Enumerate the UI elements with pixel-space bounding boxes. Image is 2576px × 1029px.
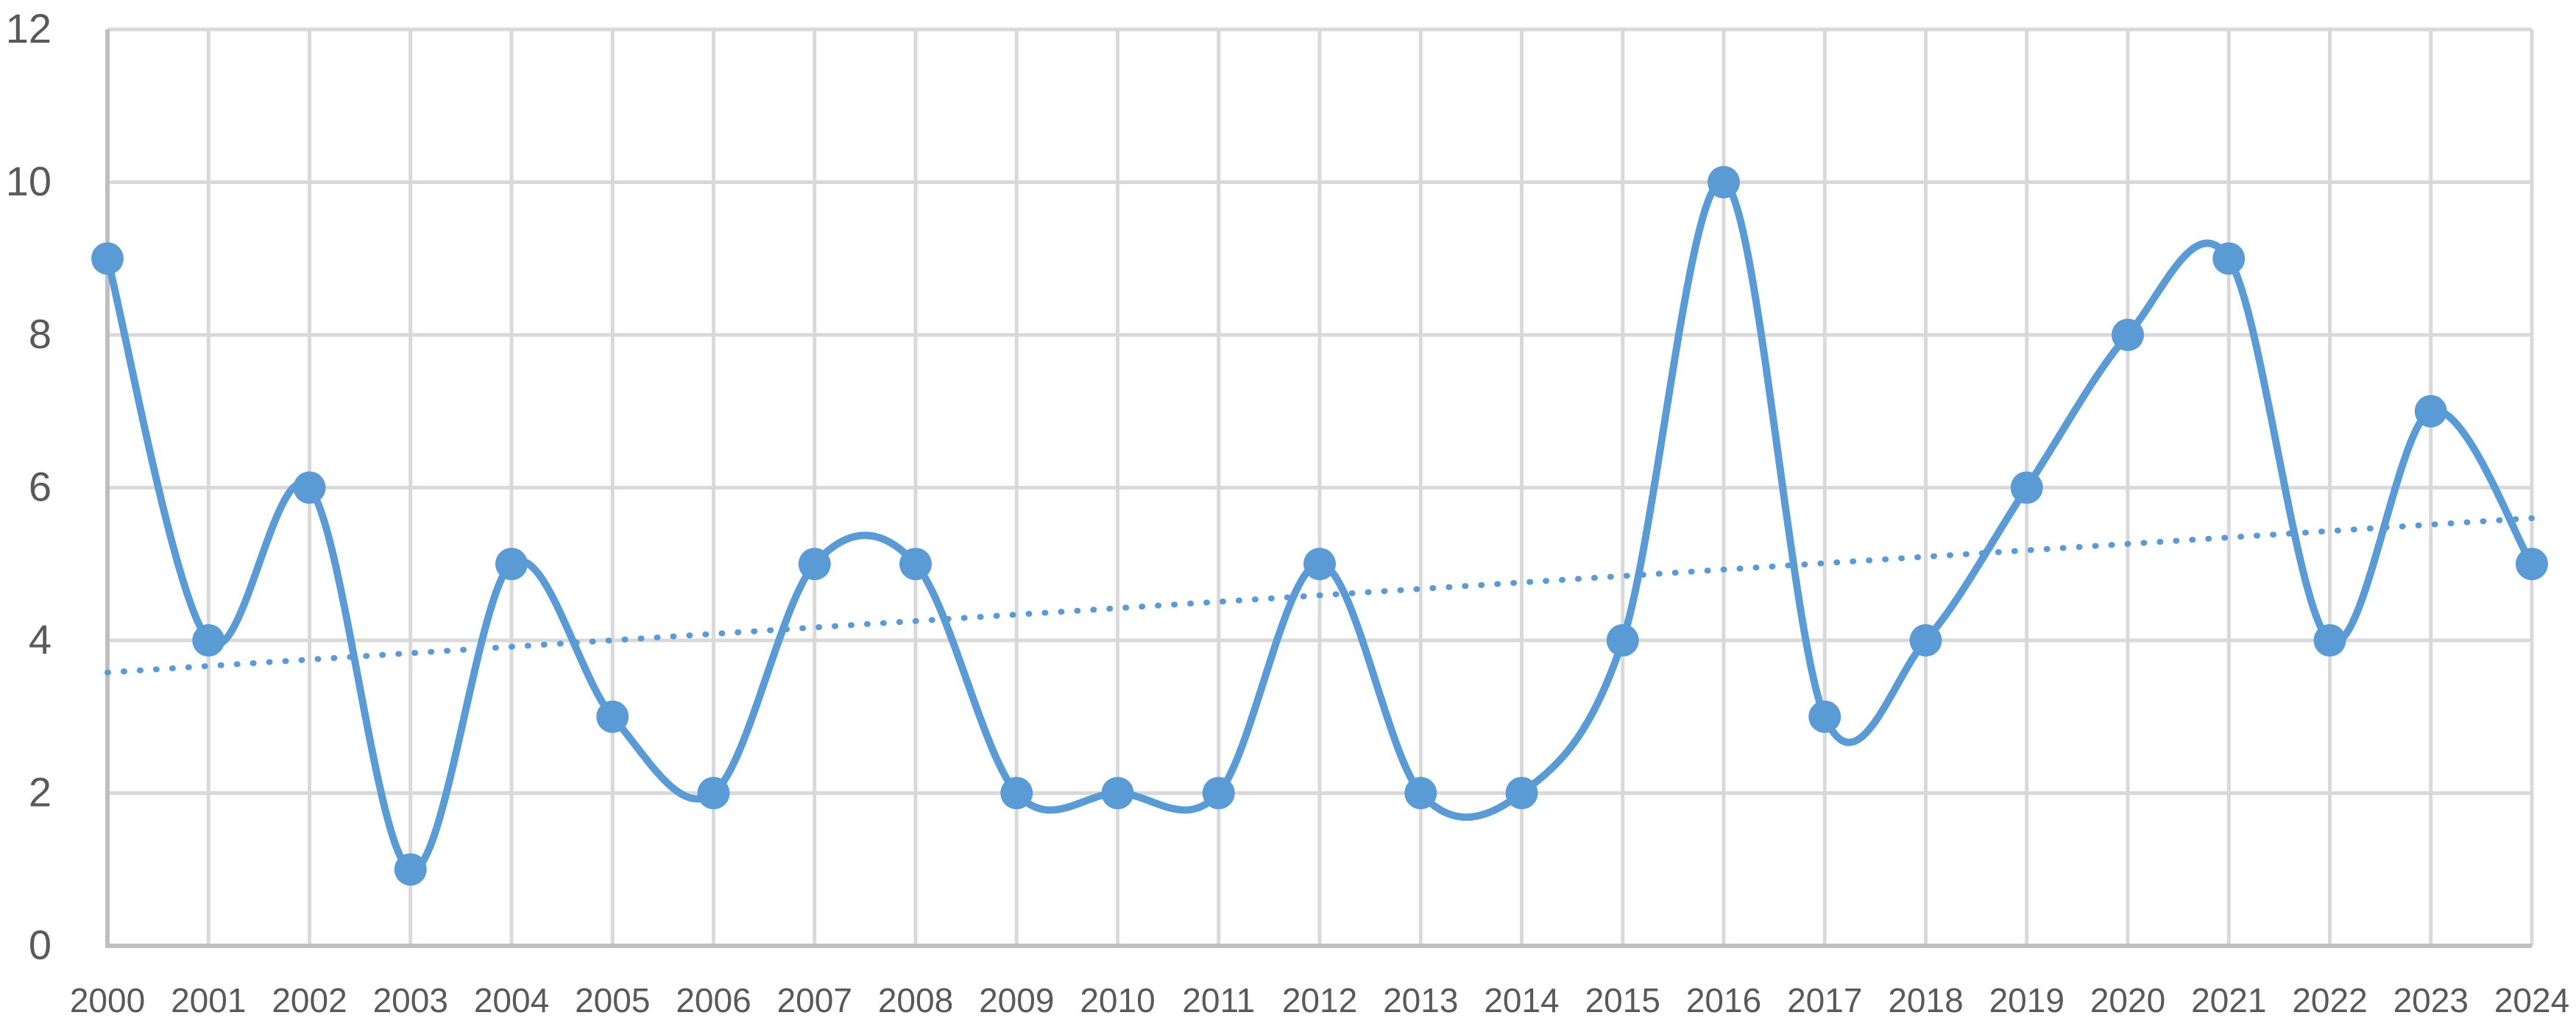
trendline bbox=[105, 515, 2535, 676]
y-tick-label: 12 bbox=[6, 5, 52, 52]
data-point-marker bbox=[1708, 166, 1740, 199]
data-point-marker bbox=[2010, 471, 2043, 504]
x-tick-label: 2007 bbox=[777, 981, 852, 1019]
x-tick-label: 2014 bbox=[1484, 981, 1559, 1019]
data-point-marker bbox=[2414, 395, 2447, 428]
x-tick-label: 2017 bbox=[1787, 981, 1862, 1019]
x-tick-label: 2008 bbox=[878, 981, 953, 1019]
data-point-marker bbox=[1404, 777, 1437, 810]
y-tick-label: 0 bbox=[29, 922, 52, 968]
data-point-marker bbox=[1101, 777, 1134, 810]
series-line bbox=[104, 178, 2536, 874]
x-tick-label: 2010 bbox=[1080, 981, 1155, 1019]
data-point-marker bbox=[2212, 242, 2246, 275]
x-tick-label: 2015 bbox=[1585, 981, 1660, 1019]
data-point-marker bbox=[2112, 319, 2144, 351]
data-point-marker bbox=[1808, 700, 1841, 733]
x-tick-label: 2019 bbox=[1989, 981, 2064, 1019]
x-tick-label: 2018 bbox=[1888, 981, 1963, 1019]
data-markers bbox=[91, 166, 2548, 886]
x-tick-label: 2000 bbox=[70, 981, 145, 1019]
x-tick-label: 2011 bbox=[1182, 981, 1255, 1019]
x-tick-label: 2021 bbox=[2191, 981, 2266, 1019]
data-point-marker bbox=[1000, 777, 1033, 810]
x-tick-label: 2009 bbox=[979, 981, 1054, 1019]
x-tick-label: 2001 bbox=[171, 981, 246, 1019]
y-tick-label: 6 bbox=[29, 464, 52, 510]
data-point-marker bbox=[1202, 777, 1235, 810]
data-point-marker bbox=[293, 471, 326, 504]
x-tick-label: 2012 bbox=[1282, 981, 1357, 1019]
data-point-marker bbox=[192, 624, 225, 657]
x-tick-label: 2024 bbox=[2494, 981, 2569, 1019]
x-tick-label: 2020 bbox=[2090, 981, 2165, 1019]
data-point-marker bbox=[1606, 624, 1639, 657]
data-point-marker bbox=[495, 548, 528, 581]
y-tick-label: 4 bbox=[29, 616, 52, 662]
x-tick-label: 2004 bbox=[474, 981, 549, 1019]
data-point-marker bbox=[697, 777, 730, 810]
data-point-marker bbox=[899, 548, 932, 581]
x-tick-label: 2003 bbox=[373, 981, 448, 1019]
y-tick-label: 8 bbox=[29, 311, 52, 357]
x-tick-label: 2016 bbox=[1686, 981, 1761, 1019]
data-point-marker bbox=[394, 853, 427, 886]
x-tick-label: 2022 bbox=[2292, 981, 2367, 1019]
y-tick-label: 10 bbox=[6, 158, 52, 205]
data-point-marker bbox=[2313, 624, 2346, 657]
axes bbox=[105, 29, 2532, 948]
y-axis-ticks: 0 2 4 6 8 10 12 bbox=[6, 5, 52, 968]
data-point-marker bbox=[91, 242, 124, 275]
x-tick-label: 2013 bbox=[1383, 981, 1458, 1019]
data-point-marker bbox=[1505, 777, 1538, 810]
x-tick-label: 2005 bbox=[575, 981, 650, 1019]
data-point-marker bbox=[596, 700, 629, 733]
x-tick-label: 2002 bbox=[272, 981, 347, 1019]
x-tick-label: 2006 bbox=[676, 981, 751, 1019]
data-point-marker bbox=[2516, 548, 2548, 581]
data-point-marker bbox=[798, 548, 831, 581]
gridlines bbox=[107, 27, 2534, 946]
data-point-marker bbox=[1909, 624, 1942, 657]
data-point-marker bbox=[1303, 548, 1336, 581]
x-tick-label: 2023 bbox=[2393, 981, 2469, 1019]
y-tick-label: 2 bbox=[29, 769, 52, 816]
x-axis-ticks: 2000 2001 2002 2003 2004 2005 2006 2007 2008 2009… bbox=[70, 981, 2569, 1019]
